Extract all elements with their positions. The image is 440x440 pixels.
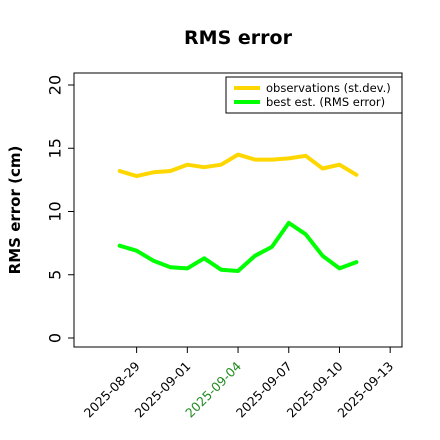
y-tick-label-10: 10 xyxy=(46,201,65,221)
x-axis: 2025-08-292025-09-012025-09-042025-09-07… xyxy=(81,347,396,420)
legend-label-observations: observations (st.dev.) xyxy=(266,81,391,95)
plot-area-frame xyxy=(73,72,403,348)
series-line-0 xyxy=(117,152,359,179)
y-axis-label: RMS error (cm) xyxy=(6,146,24,275)
y-tick-label-15: 15 xyxy=(46,138,65,158)
series-line-1 xyxy=(117,220,359,273)
y-tick-label-5: 5 xyxy=(46,270,65,280)
series-layer xyxy=(117,152,359,273)
chart-title: RMS error xyxy=(184,27,293,49)
legend-label-best-est: best est. (RMS error) xyxy=(266,95,385,109)
legend-box xyxy=(225,76,403,114)
legend: observations (st.dev.) best est. (RMS er… xyxy=(225,76,403,114)
y-axis: 0 5 10 15 20 xyxy=(46,75,74,343)
y-tick-label-20: 20 xyxy=(46,75,65,95)
y-tick-label-0: 0 xyxy=(46,333,65,343)
